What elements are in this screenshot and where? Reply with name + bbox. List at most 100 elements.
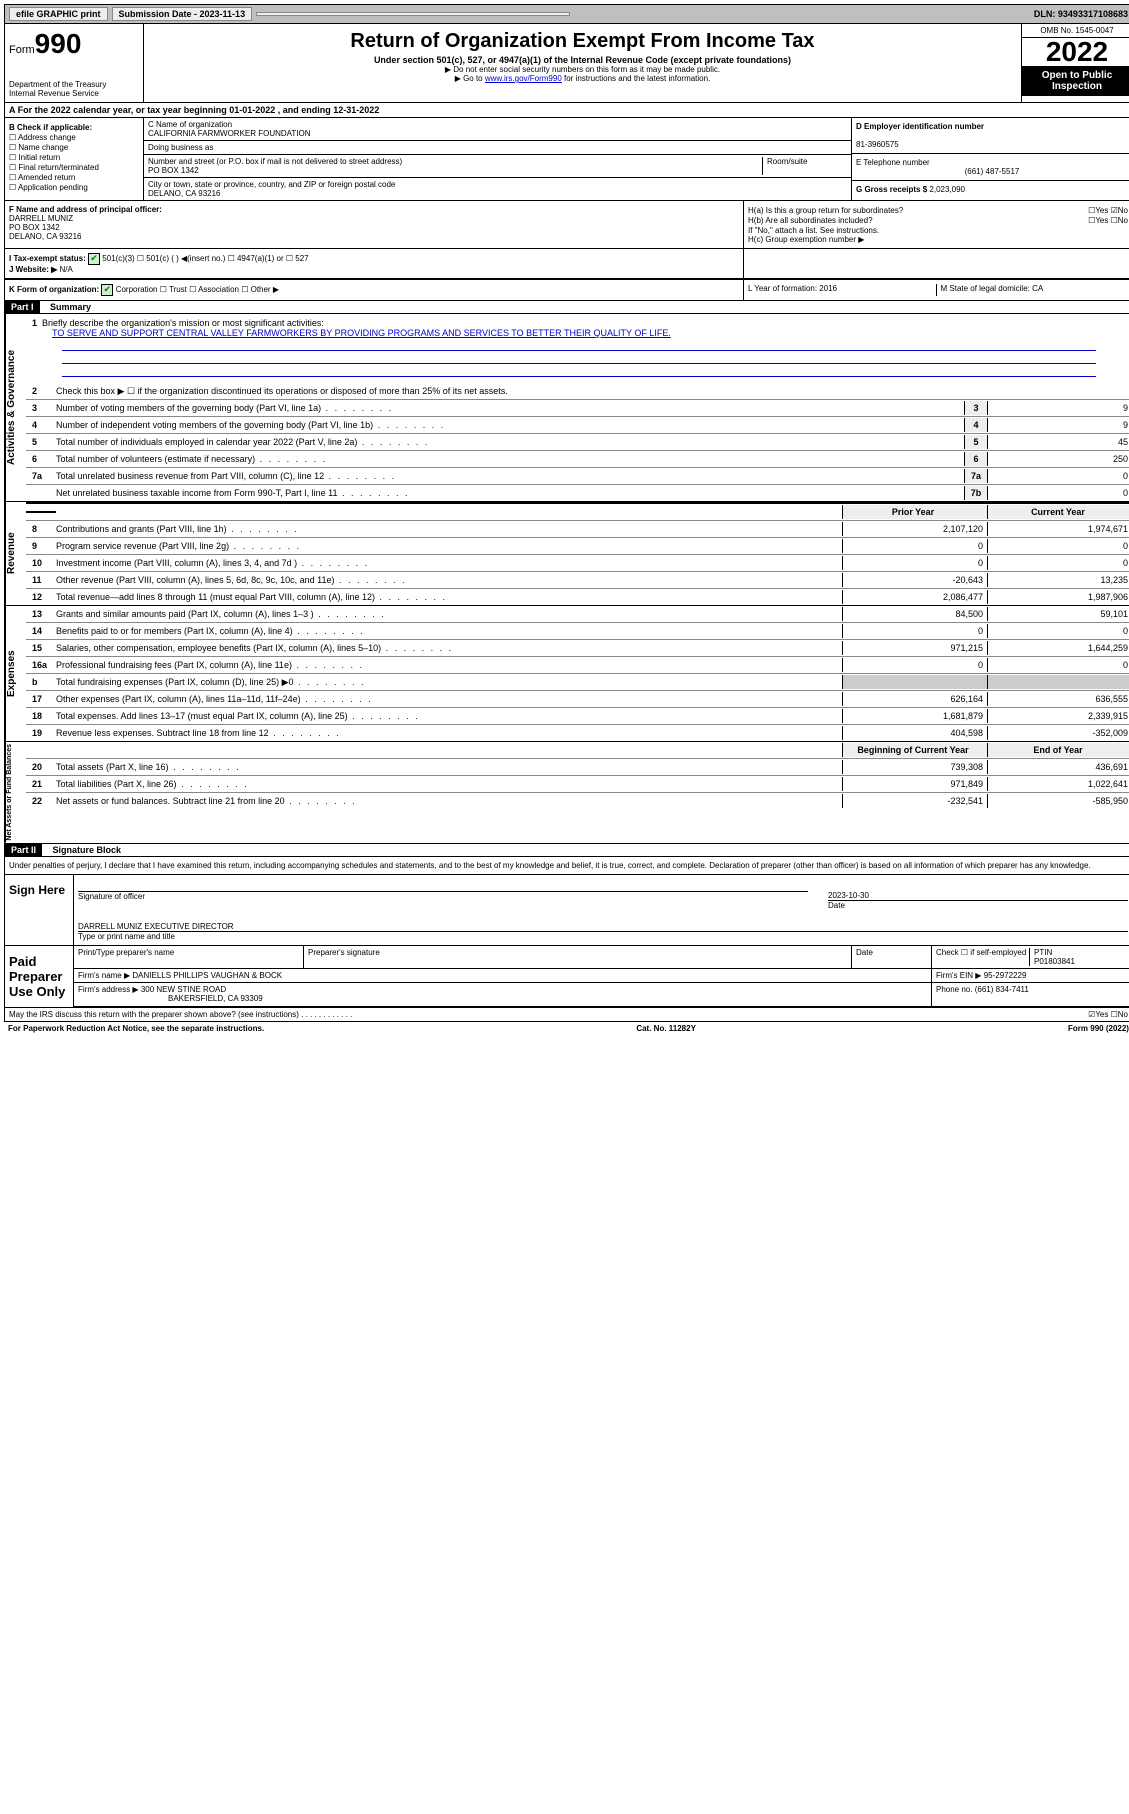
- col-h: H(a) Is this a group return for subordin…: [743, 201, 1129, 248]
- firm-ein: 95-2972229: [984, 971, 1027, 980]
- line-12: 12Total revenue—add lines 8 through 11 (…: [26, 589, 1129, 605]
- ha-answer: ☐Yes ☑No: [1088, 206, 1128, 215]
- header-mid: Return of Organization Exempt From Incom…: [144, 24, 1021, 102]
- row-fh: F Name and address of principal officer:…: [4, 201, 1129, 249]
- efile-button[interactable]: efile GRAPHIC print: [9, 7, 108, 21]
- activities-governance-section: Activities & Governance 1 Briefly descri…: [4, 314, 1129, 502]
- expenses-section: Expenses 13Grants and similar amounts pa…: [4, 606, 1129, 742]
- chk-application-pending[interactable]: Application pending: [9, 183, 139, 192]
- tax-exempt-opts: 501(c)(3) ☐ 501(c) ( ) ◀(insert no.) ☐ 4…: [102, 254, 308, 263]
- dba-label: Doing business as: [148, 143, 213, 152]
- firm-name-label: Firm's name ▶: [78, 971, 130, 980]
- officer-name-label: Type or print name and title: [78, 932, 1128, 941]
- ptin-label: PTIN: [1034, 948, 1052, 957]
- ptin-value: P01803841: [1034, 957, 1075, 966]
- line-15: 15Salaries, other compensation, employee…: [26, 640, 1129, 657]
- firm-addr2: BAKERSFIELD, CA 93309: [78, 994, 263, 1003]
- firm-addr-label: Firm's address ▶: [78, 985, 139, 994]
- line-17: 17Other expenses (Part IX, column (A), l…: [26, 691, 1129, 708]
- open-public-badge: Open to PublicInspection: [1022, 66, 1129, 96]
- chk-name-change[interactable]: Name change: [9, 143, 139, 152]
- dept-label: Department of the Treasury: [9, 80, 139, 89]
- col-de: D Employer identification number 81-3960…: [851, 118, 1129, 200]
- row-ij: I Tax-exempt status: 501(c)(3) ☐ 501(c) …: [4, 249, 1129, 280]
- may-irs-row: May the IRS discuss this return with the…: [4, 1008, 1129, 1022]
- self-employed-chk: Check ☐ if self-employed: [936, 948, 1029, 966]
- side-exp: Expenses: [5, 606, 26, 741]
- may-irs-answer: ☑Yes ☐No: [1088, 1010, 1128, 1019]
- ein-value: 81-3960575: [856, 140, 899, 149]
- mission-text: TO SERVE AND SUPPORT CENTRAL VALLEY FARM…: [32, 328, 671, 338]
- firm-ein-label: Firm's EIN ▶: [936, 971, 981, 980]
- city-label: City or town, state or province, country…: [148, 180, 395, 189]
- header-left: Form990 Department of the Treasury Inter…: [5, 24, 144, 102]
- sign-here-label: Sign Here: [5, 875, 74, 945]
- form-label: Form: [9, 44, 35, 56]
- row-klm: K Form of organization: Corporation ☐ Tr…: [4, 280, 1129, 301]
- org-address: PO BOX 1342: [148, 166, 199, 175]
- side-na: Net Assets or Fund Balances: [5, 742, 26, 843]
- tax-exempt-label: I Tax-exempt status:: [9, 254, 86, 263]
- chk-final-return[interactable]: Final return/terminated: [9, 163, 139, 172]
- tax-year: 2022: [1022, 38, 1129, 66]
- form-number: 990: [35, 28, 82, 59]
- declaration: Under penalties of perjury, I declare th…: [4, 857, 1129, 875]
- line-18: 18Total expenses. Add lines 13–17 (must …: [26, 708, 1129, 725]
- preparer-date-hdr: Date: [852, 946, 932, 969]
- hb-question: H(b) Are all subordinates included?: [748, 216, 873, 225]
- footer-cat: Cat. No. 11282Y: [636, 1024, 696, 1033]
- line-19: 19Revenue less expenses. Subtract line 1…: [26, 725, 1129, 741]
- preparer-name-hdr: Print/Type preparer's name: [74, 946, 304, 969]
- line-4: 4Number of independent voting members of…: [26, 417, 1129, 434]
- hc-label: H(c) Group exemption number ▶: [748, 235, 1128, 244]
- col-b-checkboxes: B Check if applicable: Address change Na…: [5, 118, 144, 200]
- line-11: 11Other revenue (Part VIII, column (A), …: [26, 572, 1129, 589]
- line-10: 10Investment income (Part VIII, column (…: [26, 555, 1129, 572]
- line-22: 22Net assets or fund balances. Subtract …: [26, 793, 1129, 809]
- end-year-hdr: End of Year: [987, 743, 1129, 757]
- line-14: 14Benefits paid to or for members (Part …: [26, 623, 1129, 640]
- line-3: 3Number of voting members of the governi…: [26, 400, 1129, 417]
- org-city: DELANO, CA 93216: [148, 189, 220, 198]
- line-6: 6Total number of volunteers (estimate if…: [26, 451, 1129, 468]
- line-16a: 16aProfessional fundraising fees (Part I…: [26, 657, 1129, 674]
- chk-501c3[interactable]: [88, 253, 100, 265]
- submission-date-button[interactable]: Submission Date - 2023-11-13: [112, 7, 253, 21]
- form-title: Return of Organization Exempt From Incom…: [148, 30, 1017, 53]
- chk-initial-return[interactable]: Initial return: [9, 153, 139, 162]
- phone-label: E Telephone number: [856, 158, 930, 167]
- subtitle-2: ▶ Do not enter social security numbers o…: [148, 65, 1017, 74]
- addr-label: Number and street (or P.O. box if mail i…: [148, 157, 402, 166]
- chk-corporation[interactable]: [101, 284, 113, 296]
- chk-amended-return[interactable]: Amended return: [9, 173, 139, 182]
- header-right: OMB No. 1545-0047 2022 Open to PublicIns…: [1021, 24, 1129, 102]
- beg-year-hdr: Beginning of Current Year: [842, 743, 987, 757]
- website-label: J Website: ▶: [9, 265, 57, 274]
- current-year-hdr: Current Year: [987, 505, 1129, 519]
- part2-badge: Part II: [5, 844, 42, 856]
- line-20: 20Total assets (Part X, line 16)739,3084…: [26, 759, 1129, 776]
- sub3-pre: ▶ Go to: [455, 74, 485, 83]
- phone-value: (661) 487-5517: [856, 167, 1128, 176]
- name-label: C Name of organization: [148, 120, 232, 129]
- footer-left: For Paperwork Reduction Act Notice, see …: [8, 1024, 264, 1033]
- line-b: bTotal fundraising expenses (Part IX, co…: [26, 674, 1129, 691]
- sig-date-label: Date: [828, 901, 1128, 910]
- revenue-section: Revenue Prior Year Current Year 8Contrib…: [4, 502, 1129, 606]
- l1-label: Briefly describe the organization's miss…: [42, 318, 324, 328]
- line-13: 13Grants and similar amounts paid (Part …: [26, 606, 1129, 623]
- sig-officer-label: Signature of officer: [78, 892, 808, 901]
- part1-badge: Part I: [5, 301, 40, 313]
- net-assets-section: Net Assets or Fund Balances Beginning of…: [4, 742, 1129, 844]
- gross-value: 2,023,090: [929, 185, 965, 194]
- instructions-link[interactable]: www.irs.gov/Form990: [485, 74, 562, 83]
- state-domicile: M State of legal domicile: CA: [936, 284, 1129, 296]
- line-7b: Net unrelated business taxable income fr…: [26, 485, 1129, 501]
- chk-address-change[interactable]: Address change: [9, 133, 139, 142]
- row-a-tax-year: A For the 2022 calendar year, or tax yea…: [4, 103, 1129, 118]
- firm-name: DANIELLS PHILLIPS VAUGHAN & BOCK: [132, 971, 282, 980]
- website-value: N/A: [59, 265, 72, 274]
- form-of-org-label: K Form of organization:: [9, 285, 99, 294]
- firm-phone: (661) 834-7411: [975, 985, 1029, 994]
- dln-label: DLN: 93493317108683: [1034, 9, 1128, 19]
